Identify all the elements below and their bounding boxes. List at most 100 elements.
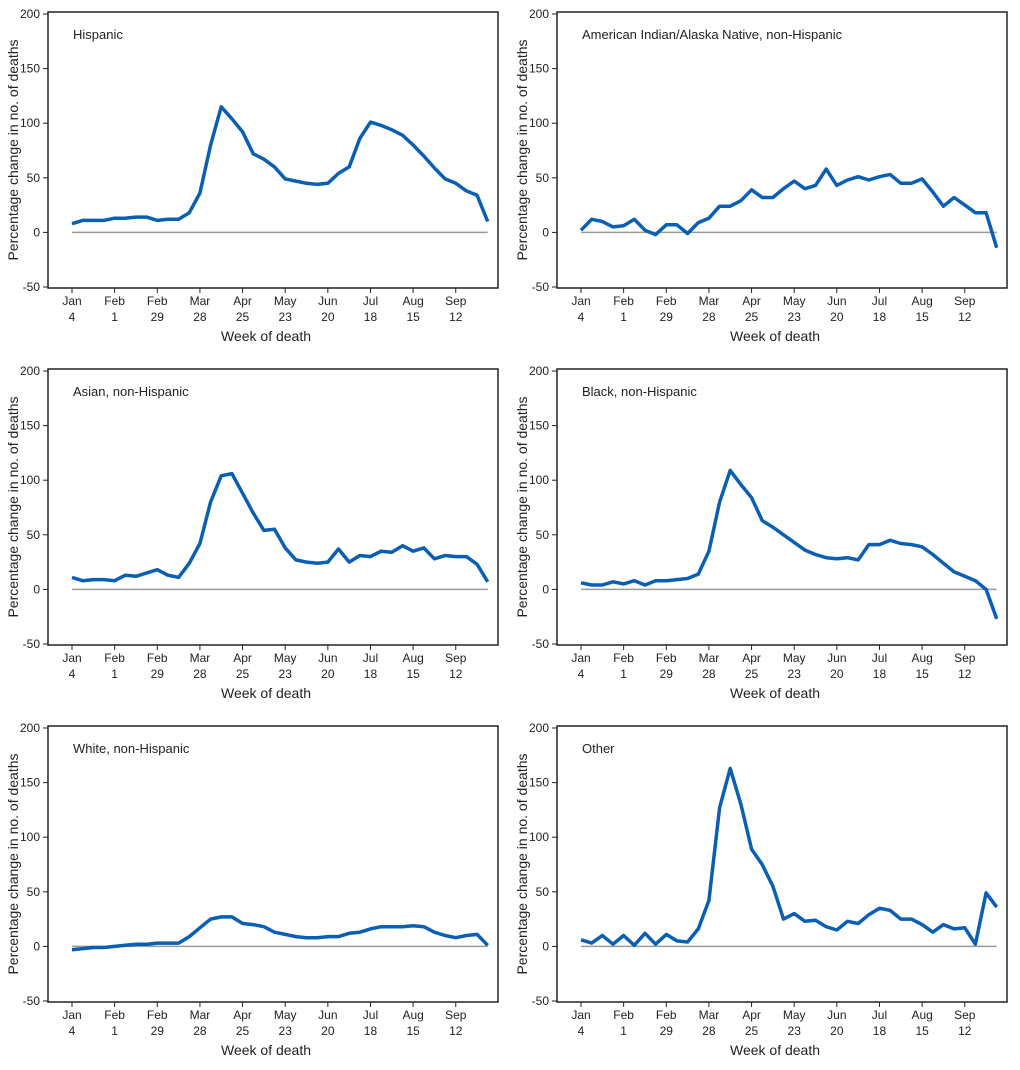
x-tick-label-month: Aug (402, 651, 423, 665)
x-tick-label-day: 28 (193, 1024, 207, 1038)
x-tick-label-month: May (274, 1008, 297, 1022)
y-axis-label: Percentage change in no. of deaths (514, 39, 530, 260)
y-tick-label: 0 (542, 225, 549, 239)
x-axis-label: Week of death (730, 328, 820, 344)
panel-title: Hispanic (73, 27, 123, 42)
x-tick-label-day: 12 (449, 310, 463, 324)
x-tick-label-month: Feb (147, 651, 168, 665)
x-tick-label-month: Jun (318, 1008, 337, 1022)
y-tick-label: 150 (20, 776, 40, 790)
x-tick-label-day: 28 (193, 310, 207, 324)
y-tick-label: 50 (27, 885, 41, 899)
x-tick-label-day: 23 (279, 667, 293, 681)
x-tick-label-month: Apr (742, 294, 761, 308)
x-tick-label-day: 23 (279, 1024, 293, 1038)
x-tick-label-month: Aug (911, 294, 932, 308)
x-tick-label-day: 18 (364, 1024, 378, 1038)
x-tick-label-month: Aug (402, 1008, 423, 1022)
x-axis-label: Week of death (221, 685, 311, 701)
x-tick-label-month: Feb (104, 294, 125, 308)
x-tick-label-day: 25 (236, 667, 250, 681)
x-axis-label: Week of death (730, 1042, 820, 1058)
x-tick-label-month: Feb (656, 1008, 677, 1022)
y-tick-label: 150 (529, 62, 549, 76)
x-tick-label-day: 12 (958, 667, 972, 681)
x-tick-label-month: Feb (613, 1008, 634, 1022)
x-tick-label-month: Mar (699, 1008, 720, 1022)
panel-5: 200 150 100 50 0 -50 Jan 4 Feb 1 Feb 29 Mar 28 Apr 25 Ma… (514, 721, 1008, 1058)
panel-1: 200 150 100 50 0 -50 Jan 4 Feb 1 Feb 29 Mar 28 Apr 25 Ma… (514, 7, 1008, 344)
x-tick-label-day: 23 (279, 310, 293, 324)
x-tick-label-month: Jul (363, 294, 378, 308)
x-tick-label-day: 28 (193, 667, 207, 681)
x-tick-label-month: Feb (613, 294, 634, 308)
x-tick-label-day: 29 (660, 310, 674, 324)
panel-4: 200 150 100 50 0 -50 Jan 4 Feb 1 Feb 29 Mar 28 Apr 25 Ma… (5, 721, 499, 1058)
x-tick-label-month: Aug (402, 294, 423, 308)
x-tick-label-day: 12 (449, 1024, 463, 1038)
x-tick-label-day: 1 (111, 1024, 118, 1038)
x-tick-label-day: 20 (321, 310, 335, 324)
x-tick-label-month: Mar (699, 651, 720, 665)
x-tick-label-month: Sep (445, 294, 467, 308)
plot-frame (47, 368, 499, 646)
x-axis-label: Week of death (221, 328, 311, 344)
x-tick-label-month: Jul (872, 1008, 887, 1022)
x-tick-label-month: Mar (190, 651, 211, 665)
y-tick-label: 200 (20, 721, 40, 735)
x-tick-label-day: 12 (958, 310, 972, 324)
y-tick-label: 150 (529, 776, 549, 790)
x-tick-label-month: Jul (872, 651, 887, 665)
x-tick-label-month: Jul (363, 1008, 378, 1022)
x-tick-label-month: May (783, 294, 806, 308)
plot-frame (47, 11, 499, 289)
x-tick-label-day: 29 (151, 1024, 165, 1038)
x-tick-label-month: Apr (233, 651, 252, 665)
x-tick-label-month: Sep (954, 651, 976, 665)
panel-2: 200 150 100 50 0 -50 Jan 4 Feb 1 Feb 29 Mar 28 Apr 25 Ma… (5, 364, 499, 701)
plot-frame (556, 11, 1008, 289)
x-tick-label-month: Aug (911, 1008, 932, 1022)
y-tick-label: 0 (542, 582, 549, 596)
x-tick-label-month: May (274, 294, 297, 308)
x-tick-label-day: 18 (873, 1024, 887, 1038)
x-tick-label-month: Aug (911, 651, 932, 665)
plot-frame (556, 725, 1008, 1003)
y-tick-label: 100 (20, 116, 40, 130)
x-tick-label-month: Sep (954, 294, 976, 308)
x-tick-label-day: 25 (745, 1024, 759, 1038)
y-tick-label: 150 (20, 419, 40, 433)
x-tick-label-month: Jan (62, 294, 81, 308)
panel-title: Asian, non-Hispanic (73, 384, 189, 399)
y-tick-label: 200 (529, 7, 549, 21)
x-tick-label-month: Feb (104, 651, 125, 665)
x-tick-label-day: 1 (620, 667, 627, 681)
y-tick-label: 200 (20, 364, 40, 378)
x-tick-label-day: 20 (321, 667, 335, 681)
x-tick-label-month: May (274, 651, 297, 665)
x-tick-label-month: Jul (363, 651, 378, 665)
x-tick-label-month: Jan (62, 1008, 81, 1022)
x-tick-label-day: 25 (236, 310, 250, 324)
series-line (71, 471, 490, 583)
x-tick-label-day: 4 (578, 1024, 585, 1038)
x-tick-label-month: Jul (872, 294, 887, 308)
panel-title: Black, non-Hispanic (582, 384, 697, 399)
x-tick-label-day: 4 (578, 310, 585, 324)
x-tick-label-month: Apr (233, 1008, 252, 1022)
x-tick-label-month: Jan (571, 294, 590, 308)
y-tick-label: -50 (532, 637, 550, 651)
x-tick-label-day: 20 (830, 310, 844, 324)
x-tick-label-day: 28 (702, 310, 716, 324)
x-tick-label-month: Jun (827, 1008, 846, 1022)
y-axis-label: Percentage change in no. of deaths (514, 753, 530, 974)
x-tick-label-month: May (783, 1008, 806, 1022)
x-tick-label-month: Jun (827, 294, 846, 308)
x-tick-label-day: 1 (111, 310, 118, 324)
x-tick-label-day: 23 (788, 310, 802, 324)
x-tick-label-month: Mar (699, 294, 720, 308)
y-tick-label: 100 (20, 830, 40, 844)
y-tick-label: 50 (27, 171, 41, 185)
x-tick-label-day: 4 (69, 1024, 76, 1038)
y-tick-label: 200 (529, 721, 549, 735)
